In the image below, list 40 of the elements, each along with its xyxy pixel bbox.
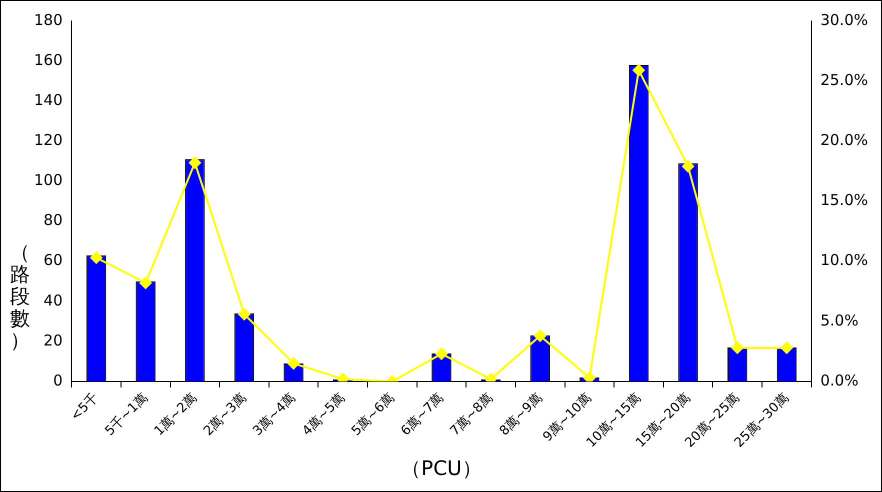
y-axis-title: （路段數）	[9, 240, 31, 352]
x-tick-label: 4萬~5萬	[300, 390, 348, 440]
y2-tick-label: 0.0%	[820, 371, 858, 390]
y-tick-label: 40	[44, 291, 63, 310]
y2-tick-label: 30.0%	[820, 10, 868, 29]
x-tick-label: 2萬~3萬	[201, 390, 250, 440]
y2-tick-label: 20.0%	[820, 131, 868, 150]
y-tick-label: 120	[34, 131, 63, 150]
y-tick-label: 0	[53, 371, 63, 390]
y-tick-label: 80	[44, 211, 63, 230]
y2-tick-label: 15.0%	[820, 191, 868, 210]
x-tick-label: <5千	[68, 390, 102, 424]
point	[435, 348, 448, 360]
point	[534, 330, 546, 342]
point	[632, 64, 645, 76]
point	[288, 357, 300, 370]
y-tick-label: 160	[34, 50, 63, 69]
y-tick-label: 20	[44, 331, 63, 350]
point	[731, 342, 744, 354]
x-tick-label: 6萬~7萬	[398, 390, 447, 440]
y-tick-label: 180	[34, 10, 63, 29]
x-axis-title: （PCU）	[401, 456, 482, 480]
x-tick-label: 1萬~2萬	[152, 390, 200, 440]
y-tick-label: 100	[34, 171, 63, 190]
y2-tick-label: 25.0%	[820, 70, 868, 89]
y-tick-label: 60	[44, 251, 63, 270]
point	[188, 156, 201, 169]
point	[780, 342, 793, 354]
point	[682, 160, 694, 172]
point	[90, 252, 102, 264]
x-tick-label: 3萬~4萬	[250, 390, 299, 440]
x-tick-label: 7萬~8萬	[448, 390, 496, 440]
point	[583, 372, 596, 382]
x-tick-label: 5千~1萬	[102, 390, 151, 440]
x-tick-label: 5萬~6萬	[348, 390, 398, 440]
y2-tick-label: 5.0%	[820, 311, 858, 330]
y-tick-label: 140	[34, 91, 63, 109]
point	[140, 276, 152, 289]
y2-tick-label: 10.0%	[820, 251, 868, 270]
point	[238, 308, 250, 320]
